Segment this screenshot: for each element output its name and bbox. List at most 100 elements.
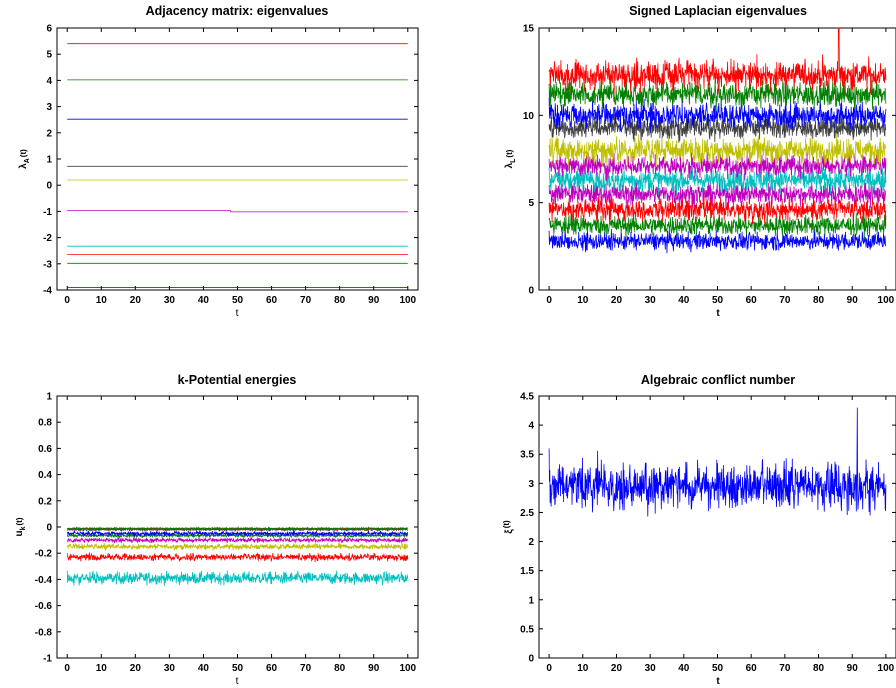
y-axis-label: λL(t) (504, 149, 517, 168)
y-tick-label: 2.5 (520, 508, 534, 519)
x-tick-label: 40 (198, 295, 210, 306)
panel-signed-laplacian-eigenvalues: Signed Laplacian eigenvalues t λL(t) (504, 4, 807, 319)
plot-area: 0 10 20 30 40 50 60 70 80 90 100-1-0.8-0.6-0.4-0.2… (35, 392, 419, 674)
x-tick-label: 70 (300, 663, 312, 674)
y-axis-label: uk(t) (14, 517, 27, 536)
y-tick-label: 1 (46, 392, 52, 403)
y-tick-label: 0 (46, 181, 52, 192)
y-tick-label: 0 (528, 654, 534, 665)
x-tick-label: 100 (878, 663, 895, 674)
y-tick-label: 0.5 (520, 624, 534, 635)
plot-area: 0 10 20 30 40 50 60 70 80 90 100 0 0.5 1 1.5 2 2.5 3 3.5 4 4… (520, 392, 896, 674)
series-line (548, 407, 887, 517)
x-tick-label: 90 (368, 663, 380, 674)
series-line (548, 97, 887, 132)
x-tick-label: 60 (746, 295, 758, 306)
svg-text:t: t (236, 308, 239, 319)
y-tick-label: 1.5 (520, 566, 534, 577)
series-line (66, 531, 409, 540)
y-tick-label: 0 (528, 286, 534, 297)
x-tick-label: 60 (266, 295, 278, 306)
x-tick-label: 20 (130, 295, 142, 306)
x-tick-label: 90 (368, 295, 380, 306)
y-tick-label: 15 (523, 24, 535, 35)
y-tick-label: 0.6 (38, 444, 52, 455)
y-tick-label: 5 (46, 50, 52, 61)
x-tick-label: 70 (779, 295, 791, 306)
x-tick-label: 40 (678, 295, 690, 306)
y-tick-label: 3 (528, 479, 534, 490)
x-tick-label: 10 (577, 663, 589, 674)
x-tick-label: 30 (164, 663, 176, 674)
series-line (67, 536, 409, 544)
y-tick-label: 6 (46, 24, 52, 35)
y-tick-label: 0 (46, 523, 52, 534)
x-tick-label: 10 (96, 663, 108, 674)
x-tick-label: 20 (611, 295, 623, 306)
chart-title: Signed Laplacian eigenvalues (629, 4, 807, 18)
x-tick-label: 100 (878, 295, 895, 306)
x-tick-label: 60 (266, 663, 278, 674)
y-tick-label: 10 (523, 111, 535, 122)
x-tick-label: 50 (712, 295, 724, 306)
y-tick-label: -0.2 (35, 549, 53, 560)
chart-title: Adjacency matrix: eigenvalues (146, 4, 329, 18)
series-line (66, 542, 409, 551)
y-tick-label: -4 (43, 286, 52, 297)
series-line (67, 210, 408, 213)
x-tick-label: 80 (334, 663, 346, 674)
y-tick-label: -0.8 (35, 627, 53, 638)
y-tick-label: 2 (46, 128, 52, 139)
y-tick-label: 1 (528, 595, 534, 606)
chart-title: k-Potential energies (178, 373, 297, 387)
series-line (548, 210, 887, 241)
x-tick-label: 0 (546, 663, 552, 674)
series-line (548, 163, 887, 196)
y-tick-label: 3.5 (520, 450, 534, 461)
x-tick-label: 50 (232, 663, 244, 674)
panel-adjacency-eigenvalues: Adjacency matrix: eigenvalues t λA(t) (18, 4, 328, 319)
axes-box (56, 27, 419, 291)
x-tick-label: 30 (645, 295, 657, 306)
x-tick-label: 70 (300, 295, 312, 306)
plot-area: 0 10 20 30 40 50 60 70 80 90 100 0 5 10 15 (523, 24, 896, 306)
series-line (548, 152, 887, 182)
y-tick-label: -1 (43, 207, 52, 218)
x-tick-label: 80 (813, 295, 825, 306)
y-tick-label: 4 (528, 421, 534, 432)
series-line (548, 193, 887, 225)
x-tick-label: 10 (96, 295, 108, 306)
y-tick-label: -0.4 (35, 575, 53, 586)
x-tick-label: 0 (546, 295, 552, 306)
x-tick-label: 40 (198, 663, 210, 674)
x-tick-label: 100 (399, 663, 416, 674)
panel-k-potential-energies: k-Potential energies t uk(t) (14, 373, 296, 687)
y-tick-label: 1 (46, 155, 52, 166)
x-tick-label: 80 (334, 295, 346, 306)
axes-box (538, 395, 896, 659)
x-tick-label: 30 (164, 295, 176, 306)
series-line (548, 179, 887, 209)
series-line (548, 228, 887, 254)
x-tick-label: 30 (645, 663, 657, 674)
x-axis-label: t (716, 308, 720, 319)
x-axis-label: t (236, 308, 239, 319)
y-tick-label: 5 (528, 198, 534, 209)
y-tick-label: -1 (43, 654, 52, 665)
y-tick-label: 3 (46, 102, 52, 113)
y-tick-label: -0.6 (35, 601, 53, 612)
panel-algebraic-conflict-number: Algebraic conflict number t ξ(t) (502, 373, 795, 687)
series-line (66, 570, 409, 586)
series-line (548, 77, 887, 113)
series-line (67, 525, 408, 531)
y-tick-label: -2 (43, 233, 52, 244)
x-tick-label: 80 (813, 663, 825, 674)
axes-box (56, 395, 419, 659)
series-line (66, 551, 409, 563)
x-tick-label: 90 (847, 295, 859, 306)
x-tick-label: 0 (64, 663, 70, 674)
x-tick-label: 90 (847, 663, 859, 674)
series-line (66, 529, 409, 538)
x-axis-label: t (716, 676, 720, 687)
